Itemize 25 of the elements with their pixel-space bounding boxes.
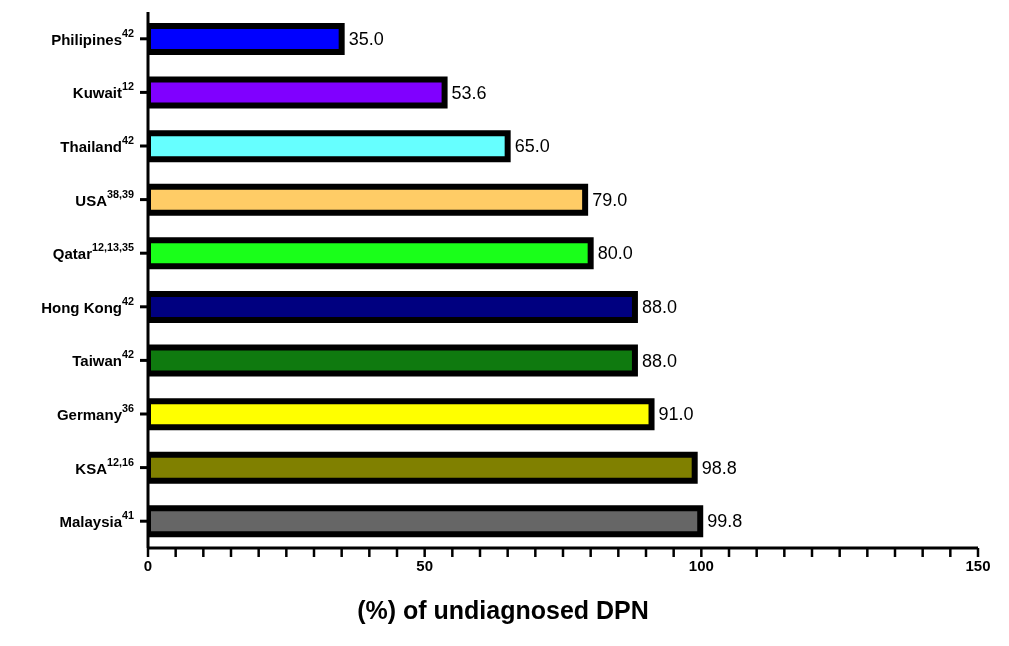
y-tick-label: Hong Kong$^{42}$ — [41, 294, 134, 316]
y-tick-label: Taiwan$^{42}$ — [72, 348, 134, 369]
data-label: 80.0 — [597, 243, 633, 264]
y-tick-label: Kuwait$^{12}$ — [72, 80, 134, 101]
y-tick-label: KSA$^{12,16}$ — [75, 455, 134, 477]
data-label: 65.0 — [514, 136, 550, 157]
data-label: 53.6 — [451, 82, 487, 103]
y-tick-label: Philipines$^{42}$ — [51, 26, 134, 48]
x-tick-label: 150 — [965, 557, 991, 574]
data-label: 88.0 — [641, 296, 677, 317]
x-axis-title: (%) of undiagnosed DPN — [357, 596, 649, 624]
y-tick-label: Germany$^{36}$ — [56, 402, 134, 423]
data-label: 88.0 — [641, 350, 677, 371]
data-label: 98.8 — [701, 457, 737, 478]
y-tick-label: Qatar$^{12,13,35}$ — [52, 241, 134, 262]
data-label: 91.0 — [658, 404, 694, 425]
data-label: 79.0 — [592, 189, 628, 210]
y-tick-label: USA$^{38,39}$ — [75, 187, 134, 209]
data-label: 35.0 — [348, 28, 384, 49]
x-tick-label: 100 — [688, 557, 714, 574]
y-tick-label: Thailand$^{42}$ — [60, 134, 134, 155]
x-tick-label: 50 — [416, 557, 434, 574]
data-label: 99.8 — [707, 511, 743, 532]
x-tick-label: 0 — [143, 557, 153, 574]
y-tick-label: Malaysia$^{41}$ — [59, 509, 134, 530]
